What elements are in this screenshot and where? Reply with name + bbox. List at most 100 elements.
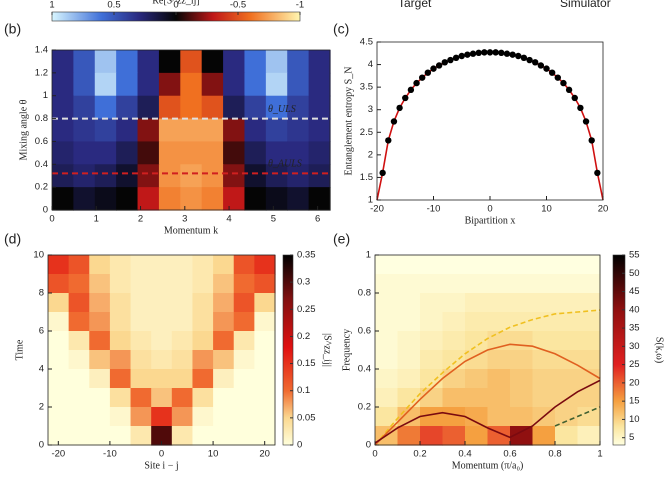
heat-cell [180, 50, 203, 74]
heat-cell [254, 426, 276, 446]
x-tick-label: 0.8 [548, 449, 561, 460]
heat-cell [577, 426, 601, 446]
heat-cell [73, 72, 96, 97]
heat-cell [287, 118, 310, 143]
heat-cell [52, 72, 74, 97]
point [503, 50, 511, 57]
heat-cell [151, 350, 173, 370]
point [419, 74, 426, 81]
heat-cell [233, 255, 255, 275]
heat-cell [265, 141, 288, 165]
heat-cell [73, 187, 96, 211]
x-tick-label: 0.2 [413, 449, 426, 460]
heat-cell [201, 118, 224, 143]
heat-cell [89, 331, 111, 351]
point [515, 52, 522, 60]
panel-label: (e) [333, 231, 350, 247]
heat-cell [487, 255, 511, 275]
heat-cell [555, 331, 579, 351]
heat-cell [223, 164, 246, 188]
heat-cell [442, 274, 466, 294]
point [475, 49, 482, 57]
point [441, 59, 448, 66]
x-tick-label: 1 [94, 214, 99, 225]
colorbar-label: S(k,ω) [654, 337, 665, 363]
colorbar-tick-label: 0 [173, 0, 178, 11]
x-tick-label: 0 [372, 449, 377, 460]
heat-cell [442, 388, 466, 408]
colorbar-tick-label: 55 [629, 250, 640, 261]
y-tick-label: 0.8 [358, 288, 371, 299]
heat-cell [420, 369, 444, 389]
x-tick-label: 10 [541, 204, 552, 215]
heat-cell [73, 50, 96, 74]
heat-cell [192, 426, 214, 446]
point [554, 74, 561, 81]
heat-cell [201, 164, 224, 188]
heat-cell [48, 407, 70, 427]
heat-cell [308, 164, 331, 188]
heat-cell [48, 388, 70, 408]
heat-cell [89, 426, 111, 446]
point [526, 56, 533, 64]
point [447, 56, 454, 64]
colorbar-tick-label: 45 [629, 286, 640, 297]
heat-cell [375, 331, 399, 351]
heat-cell [287, 187, 310, 211]
heat-cell [244, 187, 267, 211]
heat-cell [180, 95, 203, 120]
heat-cell [130, 255, 152, 275]
heat-cell [68, 331, 90, 351]
colorbar-tick-label: 0.1 [297, 385, 310, 396]
heat-cell [192, 331, 214, 351]
heat-cell [254, 331, 276, 351]
heat-cell [397, 331, 421, 351]
point [565, 86, 573, 94]
heat-cell [94, 50, 117, 74]
heat-cell [52, 95, 74, 120]
heat-cell [265, 50, 288, 74]
y-tick-label: 10 [33, 250, 44, 261]
colorbar-tick-label: 0.05 [297, 412, 316, 423]
heat-cell [254, 274, 276, 294]
heat-cell [577, 293, 601, 313]
heat-cell [192, 350, 214, 370]
point [548, 69, 556, 76]
heat-cell [254, 407, 276, 427]
heat-cell [233, 426, 255, 446]
heat-cell [420, 255, 444, 275]
heat-cell [130, 426, 152, 446]
heat-cell [109, 331, 132, 351]
heat-cell [442, 426, 466, 446]
heat-cell [308, 118, 331, 143]
point [385, 137, 392, 144]
heat-cell [420, 331, 444, 351]
point [594, 169, 601, 177]
curve [376, 51, 604, 201]
heat-cell [555, 407, 579, 427]
x-tick-label: 4 [226, 214, 231, 225]
panel-label: (d) [4, 231, 21, 247]
heat-cell [223, 50, 246, 74]
heat-cell [510, 350, 534, 370]
heat-cell [213, 255, 235, 275]
heat-cell [89, 312, 111, 332]
heat-cell [254, 255, 276, 275]
line-label: θ_AULS [268, 159, 302, 170]
point [588, 137, 595, 144]
y-tick-label: 0.4 [35, 159, 48, 170]
x-tick-label: 0 [49, 214, 54, 225]
heat-cell [213, 312, 235, 332]
heat-cell [442, 331, 466, 351]
colorbar-tick-label: 20 [629, 377, 640, 388]
colorbar-tick-label: 50 [629, 268, 640, 279]
point [492, 49, 499, 56]
heat-cell [213, 293, 235, 313]
point [396, 104, 403, 112]
heat-cell [192, 274, 214, 294]
x-axis-label: Momentum k [164, 225, 218, 236]
heat-cell [192, 388, 214, 408]
heat-cell [137, 72, 160, 97]
heat-cell [73, 118, 96, 143]
heat-cell [48, 331, 70, 351]
